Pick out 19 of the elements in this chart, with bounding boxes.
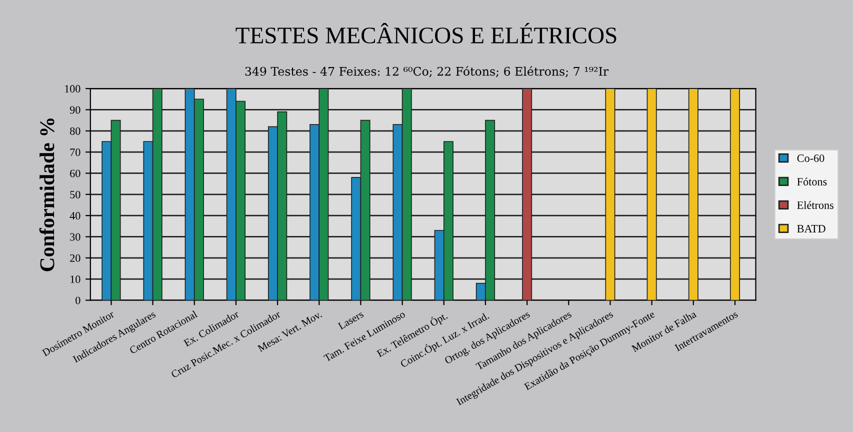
legend-label: BATD [797,224,826,232]
y-tick-label: 50 [70,190,80,198]
x-tick-label: Lasers [338,310,364,330]
y-tick-label: 60 [70,170,80,178]
y-tick-label: 40 [70,212,80,220]
y-tick-label: 0 [76,296,80,304]
y-tick-label: 20 [70,254,80,262]
chart-subtitle: 349 Testes - 47 Feixes: 12 ⁶⁰Co; 22 Fótons; 6 Elétrons; 7 ¹⁹²Ir [245,66,609,78]
chart-title: TESTES MECÂNICOS E ELÉTRICOS [236,22,616,44]
y-tick-label: 100 [65,85,80,93]
y-tick-label: 80 [70,127,80,135]
y-axis-title: Conformidade % [39,118,54,272]
legend-label: Fótons [797,178,827,186]
y-tick-label: 10 [70,276,80,284]
legend-label: Co-60 [797,154,824,162]
y-tick-label: 30 [70,233,80,241]
y-tick-label: 70 [70,148,80,156]
legend-label: Elétrons [797,201,834,209]
y-tick-label: 90 [70,106,80,114]
